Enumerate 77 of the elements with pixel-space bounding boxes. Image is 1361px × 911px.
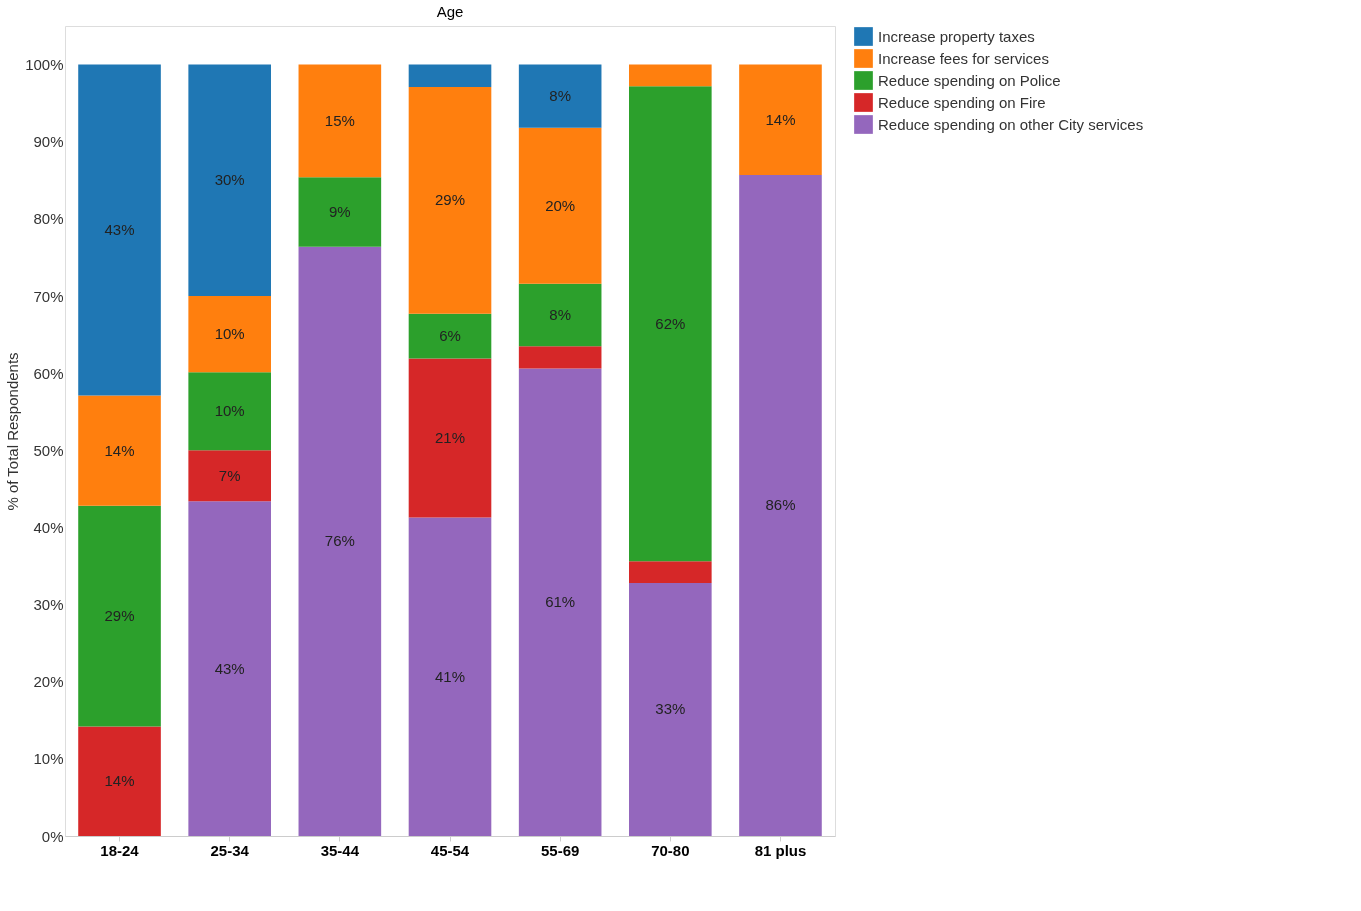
data-label: 14% (104, 441, 135, 459)
bar (188, 296, 271, 373)
y-tick-label: 60% (33, 364, 64, 382)
data-label: 6% (439, 327, 461, 345)
data-label: 41% (434, 667, 466, 685)
y-tick-label: 40% (33, 518, 64, 536)
y-tick-label: 70% (33, 287, 64, 305)
data-label: 62% (655, 314, 686, 332)
bar (188, 450, 271, 502)
y-tick-label: 80% (33, 210, 64, 228)
x-tick-label: 55-69 (540, 841, 580, 859)
data-label: 9% (329, 202, 351, 220)
y-axis-title: % of Total Respondents (4, 352, 22, 511)
legend-label: Reduce spending on other City services (878, 115, 1144, 133)
bar (739, 174, 822, 836)
data-label: 14% (765, 110, 796, 128)
data-label: 20% (545, 196, 576, 214)
bar (298, 177, 382, 247)
bar (78, 64, 161, 396)
bar (408, 358, 492, 518)
y-tick-label: 10% (33, 750, 64, 768)
data-label: 14% (104, 772, 135, 790)
bar (518, 283, 602, 347)
bar (298, 246, 382, 836)
legend-label: Reduce spending on Police (878, 71, 1061, 89)
data-label: 8% (549, 87, 571, 105)
data-label: 15% (324, 111, 355, 129)
data-label: 29% (434, 191, 466, 209)
bar (188, 64, 271, 296)
bar (629, 582, 712, 836)
bar (408, 86, 492, 314)
bar (739, 64, 822, 175)
data-label: 8% (549, 305, 571, 323)
bar (629, 86, 712, 562)
bar (408, 517, 492, 836)
x-axis-title: Age (436, 3, 464, 20)
data-label: 43% (214, 659, 245, 677)
bar (629, 64, 712, 87)
data-label: 29% (104, 607, 135, 625)
x-tick-label: 45-54 (430, 841, 470, 859)
bar (518, 346, 602, 369)
data-label: 43% (104, 221, 135, 239)
bar (298, 64, 382, 178)
bar (518, 368, 602, 836)
bar (78, 395, 161, 506)
data-label: 33% (655, 700, 686, 718)
data-label: 76% (324, 532, 355, 550)
data-label: 86% (765, 496, 796, 514)
bar (188, 501, 271, 836)
y-tick-label: 30% (33, 596, 64, 614)
bar (408, 313, 492, 359)
y-tick-label: 90% (33, 133, 64, 151)
x-tick-label: 81 plus (754, 841, 807, 859)
bar (188, 372, 271, 451)
bar (78, 726, 161, 836)
legend-label: Increase property taxes (878, 27, 1035, 45)
legend-label: Increase fees for services (878, 49, 1049, 67)
y-tick-label: 20% (33, 673, 64, 691)
data-label: 30% (214, 171, 245, 189)
data-label: 61% (545, 593, 576, 611)
data-label: 7% (218, 466, 241, 484)
data-label: 21% (434, 428, 466, 446)
bar (408, 64, 492, 87)
y-tick-label: 50% (33, 441, 64, 459)
data-label: 10% (214, 325, 245, 343)
bar (629, 561, 712, 583)
y-tick-label: 100% (25, 56, 64, 74)
y-tick-label: 0% (41, 827, 64, 845)
data-label: 10% (214, 402, 245, 420)
x-tick-label: 35-44 (320, 841, 360, 859)
x-tick-label: 25-34 (210, 841, 250, 859)
x-tick-label: 18-24 (100, 841, 140, 859)
bar (518, 127, 602, 284)
x-tick-label: 70-80 (651, 841, 690, 859)
bar (518, 64, 602, 128)
bar (78, 505, 161, 727)
legend-label: Reduce spending on Fire (878, 93, 1046, 111)
